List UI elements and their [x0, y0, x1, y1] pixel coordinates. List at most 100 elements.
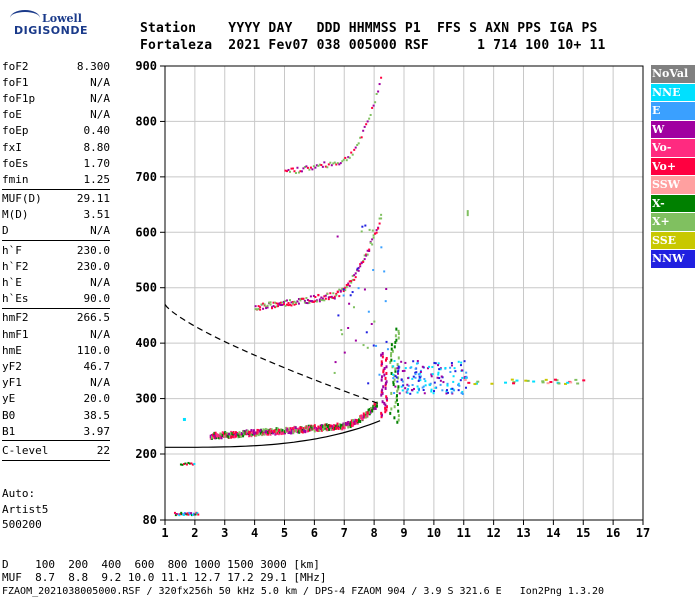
- echo-point: [342, 422, 345, 426]
- plot-grid: [164, 65, 644, 521]
- echo-point: [178, 514, 181, 517]
- echo-point: [569, 381, 573, 384]
- echo-point: [409, 392, 412, 395]
- echo-point: [439, 368, 442, 371]
- echo-point: [336, 162, 339, 165]
- echo-point: [263, 429, 266, 433]
- echo-point: [185, 463, 188, 466]
- echo-point: [271, 307, 274, 310]
- echo-point: [380, 213, 383, 216]
- echo-point: [193, 462, 196, 465]
- echo-point: [275, 305, 278, 308]
- echo-point: [446, 391, 449, 394]
- echo-point: [244, 431, 247, 435]
- legend-vo: Vo+: [651, 157, 695, 176]
- x-tick-label: 13: [516, 526, 530, 540]
- echo-point: [220, 432, 223, 436]
- echo-point: [265, 432, 268, 436]
- echo-point: [365, 254, 368, 257]
- echo-point: [422, 389, 425, 392]
- echo-point: [393, 392, 396, 395]
- echo-point: [390, 358, 393, 362]
- echo-point: [355, 419, 358, 423]
- echo-point: [226, 432, 229, 436]
- param-row-fmin: fmin 1.25: [2, 171, 110, 187]
- echo-point: [490, 382, 494, 385]
- echo-point: [352, 423, 355, 427]
- param-name: foEp: [2, 124, 29, 138]
- x-tick-label: 7: [341, 526, 348, 540]
- echo-point: [323, 425, 326, 429]
- echo-point: [181, 463, 184, 466]
- echo-point: [226, 434, 229, 438]
- x-tick-label: 1: [161, 526, 168, 540]
- echo-point: [290, 304, 293, 307]
- echo-point: [284, 304, 287, 307]
- echo-point: [438, 368, 441, 371]
- echo-point: [349, 294, 352, 297]
- echo-point: [214, 434, 217, 438]
- legend-x: X+: [651, 213, 695, 232]
- y-tick-label: 200: [135, 447, 157, 461]
- echo-point: [459, 379, 462, 382]
- echo-point: [338, 163, 341, 166]
- echo-point: [407, 384, 410, 387]
- echo-point: [374, 403, 377, 407]
- echo-point: [411, 384, 414, 387]
- echo-point: [381, 413, 384, 417]
- param-value: N/A: [90, 276, 110, 290]
- echo-point: [320, 428, 323, 432]
- echo-point: [186, 512, 189, 515]
- echo-point: [337, 314, 340, 317]
- echo-point: [297, 430, 300, 434]
- param-value: 38.5: [83, 408, 111, 422]
- echo-point: [381, 355, 384, 359]
- echo-point: [369, 241, 372, 244]
- echo-point: [406, 391, 409, 394]
- echo-point: [309, 295, 312, 298]
- echo-point: [340, 424, 343, 428]
- echo-point: [544, 378, 548, 381]
- x-tick-label: 4: [251, 526, 258, 540]
- echo-point: [274, 306, 277, 309]
- echo-point: [381, 352, 384, 356]
- echo-point: [275, 430, 278, 434]
- echo-point: [293, 426, 296, 430]
- x-tick-label: 3: [221, 526, 228, 540]
- echo-point: [333, 371, 336, 374]
- echo-point: [299, 170, 302, 173]
- echo-point: [437, 371, 440, 374]
- echo-point: [304, 426, 307, 430]
- echo-point: [239, 434, 242, 438]
- echo-point: [385, 408, 388, 412]
- echo-point: [294, 426, 297, 430]
- echo-point: [314, 296, 317, 299]
- echo-point: [409, 366, 412, 369]
- echo-point: [268, 430, 271, 434]
- echo-point: [374, 101, 377, 104]
- echo-point: [335, 292, 338, 295]
- echo-point: [564, 382, 568, 385]
- echo-point: [325, 423, 328, 427]
- echo-point: [464, 377, 467, 380]
- param-name: foEs: [2, 156, 29, 170]
- echo-point: [371, 229, 374, 232]
- echo-point: [459, 364, 462, 367]
- echo-point: [333, 161, 336, 164]
- echo-point: [371, 243, 374, 246]
- echo-point: [397, 367, 400, 370]
- echo-point: [180, 511, 183, 514]
- echo-point: [318, 428, 321, 432]
- echo-point: [453, 367, 456, 370]
- echo-point: [271, 306, 274, 309]
- profile-curves: [164, 303, 381, 448]
- echo-point: [360, 262, 363, 265]
- echo-point: [254, 308, 257, 311]
- echo-point: [466, 210, 469, 217]
- echo-point: [354, 276, 357, 279]
- echo-point: [297, 302, 300, 305]
- echo-point: [331, 425, 334, 429]
- echo-point: [267, 431, 270, 435]
- echo-point: [428, 383, 431, 386]
- echo-point: [350, 280, 353, 283]
